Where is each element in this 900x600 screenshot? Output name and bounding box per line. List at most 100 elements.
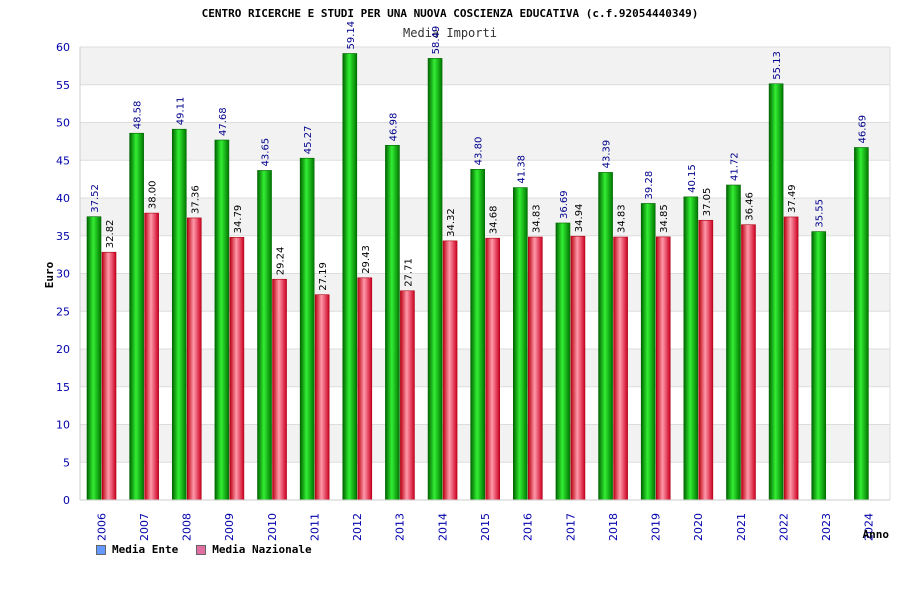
bar-media-nazionale [272,278,287,501]
data-label-media-nazionale: 29.43 [361,245,372,274]
data-label-media-nazionale: 34.85 [659,204,670,233]
y-axis-label: Euro [43,261,56,288]
grid-band [80,84,890,123]
data-label-media-nazionale: 37.05 [702,188,713,217]
data-label-media-ente: 47.68 [218,107,229,136]
y-tick-label: 20 [56,343,70,356]
x-tick-label: 2012 [351,513,364,541]
data-label-media-ente: 36.69 [559,190,570,219]
bar-media-nazionale [229,237,245,501]
legend-label-nazionale: Media Nazionale [212,543,312,556]
x-tick-label: 2007 [138,513,151,541]
bar-media-nazionale [613,236,628,501]
bar-media-nazionale [186,217,202,501]
y-tick-label: 45 [56,154,70,167]
data-label-media-ente: 39.28 [644,171,655,200]
x-tick-label: 2011 [308,513,321,541]
bar-media-nazionale [101,251,117,501]
data-label-media-nazionale: 34.83 [617,204,628,233]
legend-item-ente: Media Ente [96,543,178,556]
bar-media-nazionale [741,224,756,501]
bar-media-nazionale [698,219,714,501]
bar-media-nazionale [144,212,159,501]
data-label-media-nazionale: 27.19 [318,262,329,291]
x-tick-label: 2014 [436,513,449,541]
x-tick-label: 2021 [735,513,748,541]
data-label-media-nazionale: 37.36 [190,185,201,214]
data-label-media-nazionale: 34.83 [531,204,542,233]
bar-media-nazionale [655,236,671,501]
data-label-media-ente: 35.55 [815,199,826,228]
bar-media-ente [513,187,528,501]
data-label-media-nazionale: 34.32 [446,208,457,237]
data-label-media-ente: 48.58 [133,101,144,130]
data-label-media-ente: 45.27 [303,126,314,155]
legend-swatch-nazionale [196,544,207,555]
data-label-media-nazionale: 34.94 [574,204,585,233]
data-label-media-ente: 49.11 [175,97,186,126]
y-tick-label: 55 [56,79,70,92]
y-tick-label: 15 [56,381,70,394]
y-tick-label: 10 [56,419,70,432]
bars [86,53,869,501]
x-tick-label: 2009 [223,513,236,541]
bar-media-nazionale [485,237,500,501]
grid-band [80,160,890,198]
x-tick-label: 2017 [564,513,577,541]
data-label-media-nazionale: 38.00 [148,180,159,209]
data-label-media-ente: 37.52 [90,184,101,213]
bar-media-ente [129,132,144,501]
x-tick-label: 2019 [650,513,663,541]
bar-media-ente [555,222,571,501]
data-label-media-ente: 41.72 [729,152,740,181]
bar-media-ente [214,139,230,501]
bar-media-ente [470,169,485,501]
x-tick-label: 2015 [479,513,492,541]
data-label-media-nazionale: 34.68 [489,206,500,235]
data-label-media-nazionale: 29.24 [276,247,287,276]
bar-media-nazionale [314,294,330,501]
x-tick-label: 2024 [863,513,876,541]
data-label-media-ente: 40.15 [687,164,698,193]
bar-media-ente [427,58,443,501]
bar-media-ente [768,83,784,501]
x-tick-label: 2022 [777,513,790,541]
y-tick-label: 50 [56,117,70,130]
data-labels: 37.52 32.82 48.58 38.00 49.11 37.36 47.68 34.79… [90,21,868,291]
data-label-media-ente: 46.69 [857,115,868,144]
data-label-media-ente: 55.13 [772,51,783,80]
bar-media-nazionale [528,236,543,501]
x-tick-label: 2013 [394,513,407,541]
grid-band [80,47,890,85]
bar-media-ente [342,53,358,501]
x-tick-label: 2016 [522,513,535,541]
grid-band [80,122,890,161]
legend-item-nazionale: Media Nazionale [196,543,312,556]
axes: 0 5 10 15 20 25 30 35 40 45 50 55 60 2006 2007 2008 2009… [56,41,891,541]
bar-media-ente [854,147,869,501]
data-label-media-nazionale: 32.82 [105,220,116,249]
bar-media-ente [257,170,272,501]
bar-media-ente [640,203,656,501]
legend-label-ente: Media Ente [112,543,179,556]
y-tick-label: 40 [56,192,70,205]
data-label-media-ente: 41.38 [516,155,527,184]
bar-media-ente [811,231,827,501]
x-tick-label: 2023 [820,513,833,541]
bar-media-ente [683,196,699,501]
data-label-media-ente: 43.80 [474,137,485,166]
bar-media-nazionale [357,277,373,501]
data-label-media-ente: 43.65 [261,138,272,167]
x-tick-label: 2010 [266,513,279,541]
bar-media-ente [385,145,400,501]
x-tick-label: 2006 [95,513,108,541]
y-tick-label: 35 [56,230,70,243]
bar-media-ente [86,216,102,501]
data-label-media-nazionale: 34.79 [233,205,244,234]
y-tick-label: 25 [56,305,70,318]
data-label-media-ente: 46.98 [388,113,399,142]
y-tick-label: 0 [63,494,70,507]
y-tick-label: 30 [56,268,70,281]
bar-media-nazionale [570,235,586,501]
